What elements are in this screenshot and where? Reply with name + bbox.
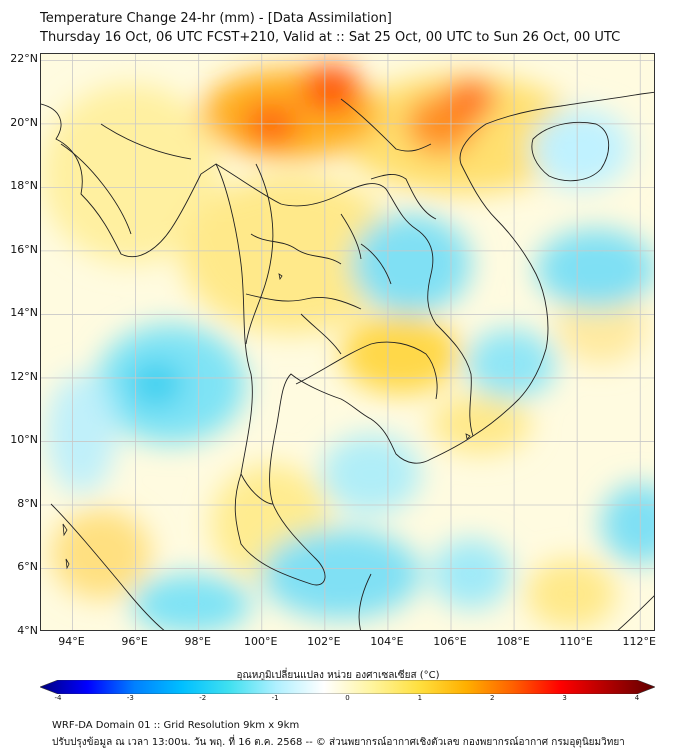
lat-tick-label: 12°N: [10, 369, 38, 383]
lon-tick-label: 94°E: [58, 635, 85, 648]
lon-tick-label: 98°E: [184, 635, 211, 648]
colorbar-tick-label: 4: [634, 694, 640, 702]
footer-credit: ปรับปรุงข้อมูล ณ เวลา 13:00น. วัน พฤ. ที…: [52, 737, 625, 748]
colorbar-tick-label: -4: [54, 694, 62, 702]
lon-tick-label: 102°E: [307, 635, 341, 648]
map-panel: [40, 53, 655, 631]
colorbar-strip: [40, 680, 655, 694]
lat-tick-label: 16°N: [10, 242, 38, 256]
footer-model-info: WRF-DA Domain 01 :: Grid Resolution 9km …: [52, 720, 300, 731]
coastlines-borders: [41, 91, 654, 630]
chart-subtitle: Thursday 16 Oct, 06 UTC FCST+210, Valid …: [40, 30, 621, 45]
lat-tick-label: 20°N: [10, 115, 38, 129]
colorbar-tick-label: -3: [126, 694, 134, 702]
lat-tick-label: 18°N: [10, 179, 38, 193]
islands: [62, 273, 471, 570]
colorbar-tick-label: 1: [417, 694, 423, 702]
colorbar: [40, 680, 655, 694]
lon-tick-label: 100°E: [244, 635, 278, 648]
colorbar-tick-label: -2: [199, 694, 207, 702]
lon-tick-label: 96°E: [121, 635, 148, 648]
graticule: [41, 54, 654, 630]
colorbar-tick-label: 3: [562, 694, 567, 702]
lon-tick-label: 104°E: [370, 635, 404, 648]
temperature-field: [41, 64, 654, 630]
lon-tick-label: 106°E: [433, 635, 467, 648]
colorbar-tick-label: -1: [271, 694, 279, 702]
colorbar-label: อุณหภูมิเปลี่ยนแปลง หน่วย องศาเซลเซียส (…: [236, 670, 440, 681]
colorbar-tick-label: 0: [345, 694, 350, 702]
temperature-map: [41, 54, 654, 630]
lat-tick-label: 14°N: [10, 306, 38, 320]
lon-tick-label: 108°E: [496, 635, 530, 648]
colorbar-tick-label: 2: [490, 694, 495, 702]
lat-tick-label: 22°N: [10, 52, 38, 66]
chart-title: Temperature Change 24-hr (mm) - [Data As…: [40, 11, 392, 26]
lon-tick-label: 112°E: [622, 635, 656, 648]
lat-tick-label: 6°N: [17, 560, 38, 574]
lat-tick-label: 8°N: [17, 496, 38, 510]
lon-tick-label: 110°E: [559, 635, 593, 648]
lat-tick-label: 4°N: [17, 624, 38, 637]
lat-tick-label: 10°N: [10, 433, 38, 447]
